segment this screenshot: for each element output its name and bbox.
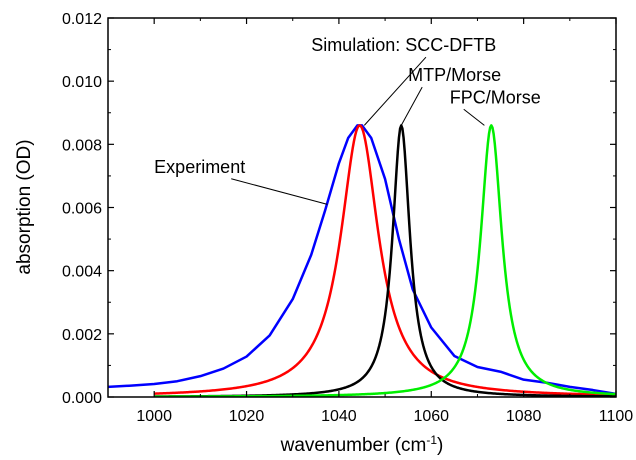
annotation-leader [231, 178, 328, 205]
x-tick-label: 1060 [413, 408, 449, 425]
x-tick-label: 1080 [506, 408, 542, 425]
y-axis-title: absorption (OD) [14, 139, 35, 274]
annotation-label: FPC/Morse [450, 87, 541, 107]
y-tick-label: 0.000 [62, 390, 102, 407]
y-tick-label: 0.004 [62, 264, 102, 281]
x-axis-title: wavenumber (cm-1) [280, 433, 444, 456]
annotation-leader [363, 56, 427, 126]
x-tick-label: 1000 [136, 408, 172, 425]
x-tick-label: 1040 [321, 408, 357, 425]
annotation-label: Simulation: SCC-DFTB [311, 35, 496, 55]
x-tick-label: 1100 [599, 408, 634, 425]
annotation-leader [400, 86, 423, 126]
annotation-label: Experiment [154, 157, 245, 177]
y-tick-label: 0.008 [62, 137, 102, 154]
annotation-label: MTP/Morse [408, 65, 501, 85]
y-tick-label: 0.010 [62, 74, 102, 91]
y-tick-label: 0.006 [62, 201, 102, 218]
annotation-leader [463, 108, 485, 126]
plot-frame [107, 17, 617, 398]
y-tick-label: 0.002 [62, 327, 102, 344]
series-line-scc-dftb [154, 124, 616, 397]
x-tick-label: 1020 [229, 408, 265, 425]
y-tick-label: 0.012 [62, 11, 102, 28]
tick-layer: 1000 1020 1040 1060 1080 1100 0.000 0.002 0.004 0… [62, 11, 633, 425]
